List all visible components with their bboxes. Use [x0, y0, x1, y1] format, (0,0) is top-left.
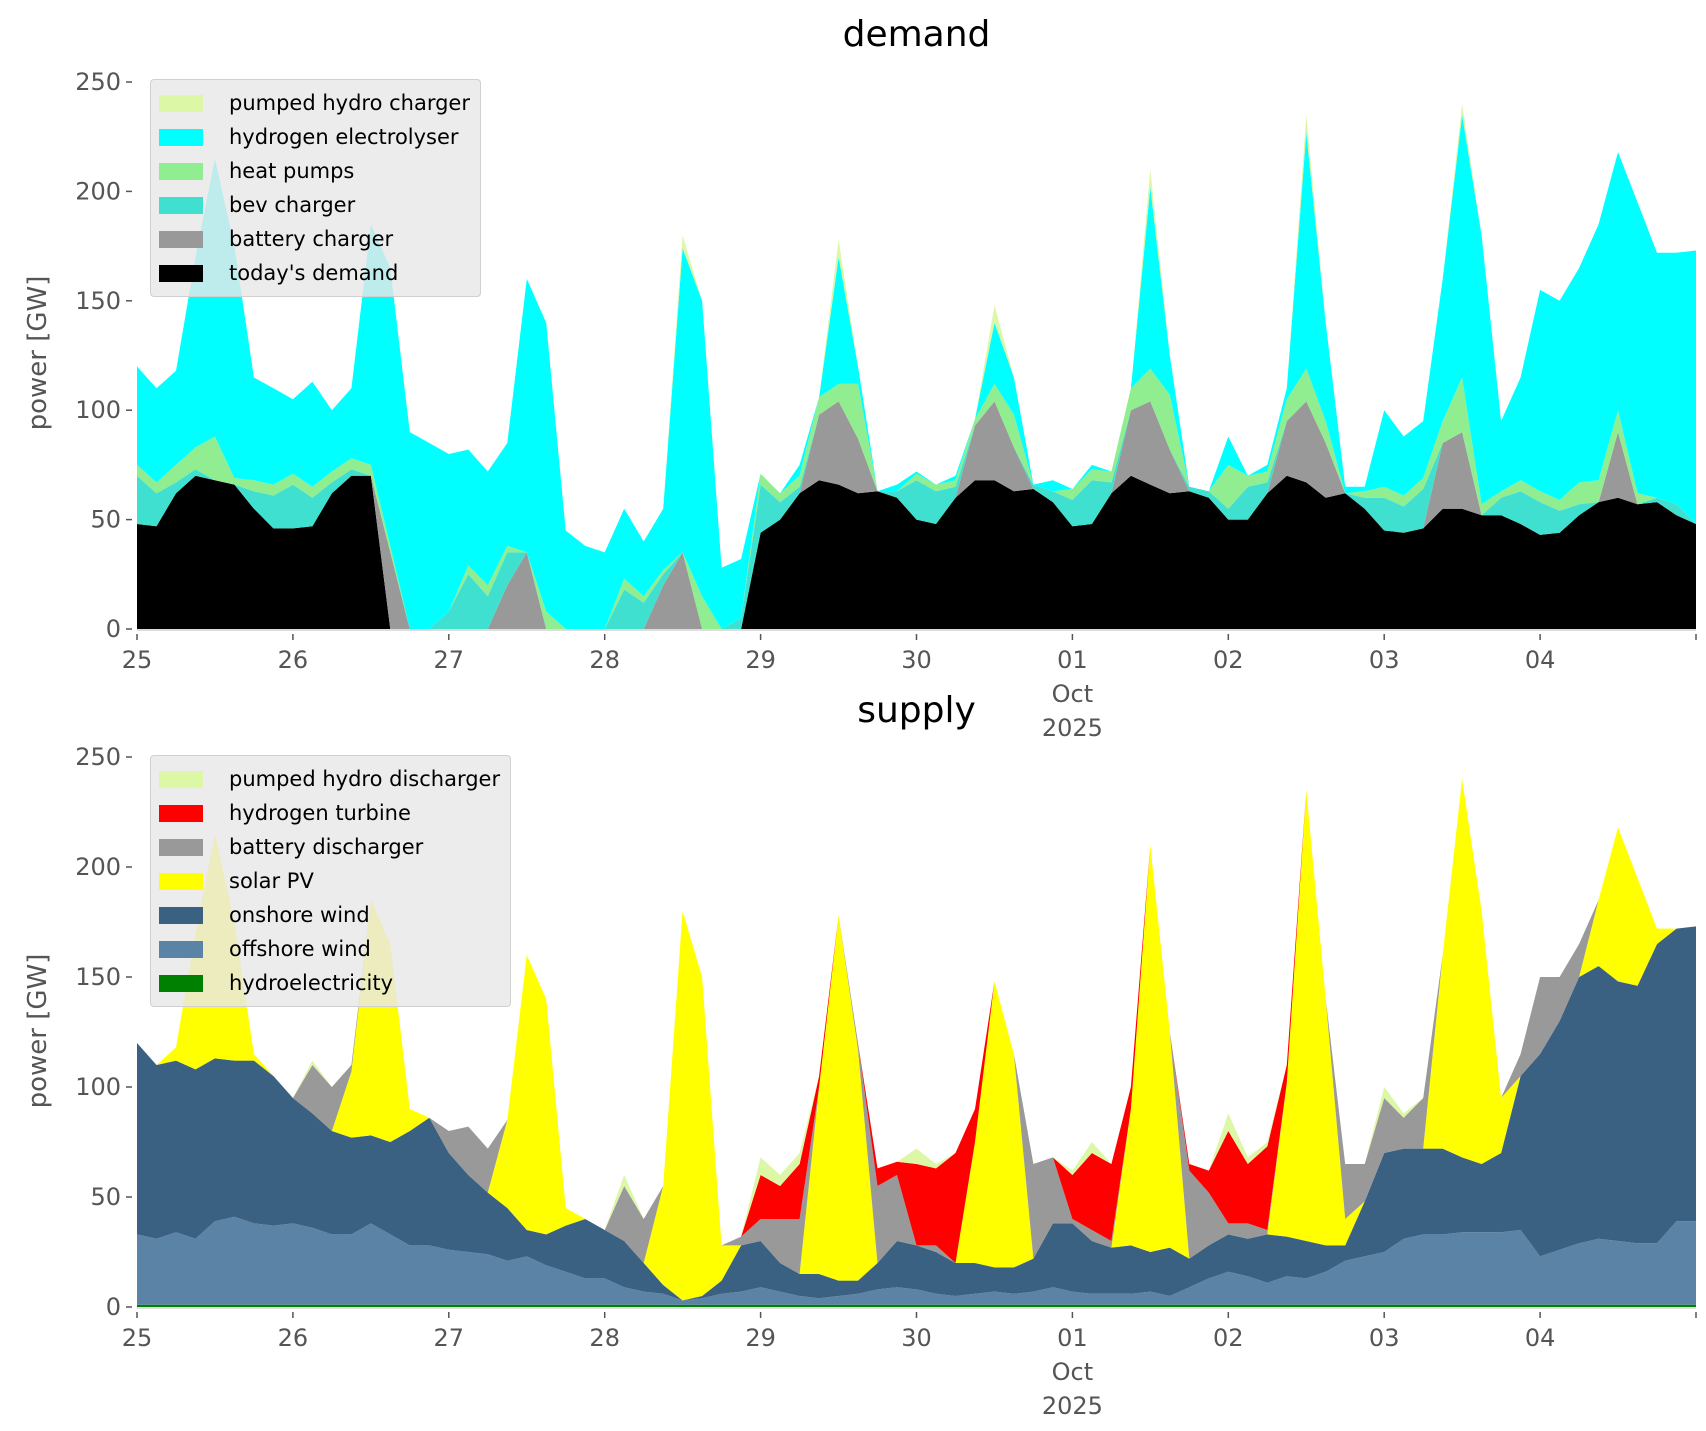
legend-label: heat pumps: [229, 159, 355, 183]
y-tick-label: 150: [75, 287, 121, 315]
legend-label: hydroelectricity: [229, 971, 394, 995]
x-tick-label: 01: [1057, 1324, 1088, 1352]
area-hydroelectricity: [137, 1304, 1696, 1307]
legend-swatch: [159, 940, 203, 958]
y-tick-label: 200: [75, 177, 121, 205]
legend-swatch: [159, 770, 203, 788]
supply-y-axis-label: power [GW]: [23, 953, 53, 1109]
legend-item-offshore-wind: offshore wind: [159, 932, 500, 966]
x-tick-label: 01: [1057, 646, 1088, 674]
legend-item-hydrogen-electrolyser: hydrogen electrolyser: [159, 120, 470, 154]
x-tick-label: 29: [745, 1324, 776, 1352]
supply-chart-title: supply: [857, 690, 976, 731]
area-today-s-demand: [137, 475, 1696, 629]
supply-axes: 0 50 100 150 200 250 25 26 27 28 29 30 01 Oct 2025 02 03…: [75, 743, 1697, 1420]
x-tick-label: 02: [1213, 1324, 1244, 1352]
legend-swatch: [159, 838, 203, 856]
legend-swatch: [159, 94, 203, 112]
x-tick-label: 03: [1369, 1324, 1400, 1352]
legend-item-battery-discharger: battery discharger: [159, 830, 500, 864]
legend-label: offshore wind: [229, 937, 371, 961]
legend-item-bev-charger: bev charger: [159, 188, 470, 222]
legend-item-onshore-wind: onshore wind: [159, 898, 500, 932]
x-tick-label: 26: [278, 646, 309, 674]
legend-label: hydrogen turbine: [229, 801, 411, 825]
y-tick-label: 50: [90, 506, 121, 534]
area-hydrogen-turbine: [137, 779, 1696, 1263]
legend-item-heat-pumps: heat pumps: [159, 154, 470, 188]
legend-label: onshore wind: [229, 903, 370, 927]
area-hydrogen-electrolyser: [137, 114, 1696, 630]
legend-label: pumped hydro discharger: [229, 767, 501, 791]
area-battery-charger: [137, 401, 1696, 629]
legend-item-hydroelectricity: hydroelectricity: [159, 966, 500, 1000]
demand-legend: pumped hydro charger hydrogen electrolys…: [150, 79, 481, 297]
legend-swatch: [159, 196, 203, 214]
legend-swatch: [159, 974, 203, 992]
legend-swatch: [159, 230, 203, 248]
legend-label: solar PV: [229, 869, 314, 893]
y-tick-label: 50: [90, 1183, 121, 1211]
legend-swatch: [159, 128, 203, 146]
legend-swatch: [159, 162, 203, 180]
demand-axes: 0 50 100 150 200 250 25 26 27 28 29 30 01 Oct 2025 02 03…: [75, 68, 1697, 742]
y-tick-label: 100: [75, 396, 121, 424]
y-tick-label: 100: [75, 1073, 121, 1101]
legend-swatch: [159, 804, 203, 822]
y-tick-label: 250: [75, 743, 121, 771]
legend-item-solar-pv: solar PV: [159, 864, 500, 898]
x-tick-label: 03: [1369, 646, 1400, 674]
legend-item-pumped-hydro-discharger: pumped hydro discharger: [159, 762, 500, 796]
x-tick-label: 27: [434, 1324, 465, 1352]
supply-legend: pumped hydro discharger hydrogen turbine…: [150, 755, 512, 1007]
legend-swatch: [159, 906, 203, 924]
x-tick-year-label: 2025: [1042, 714, 1103, 742]
area-bev-charger: [137, 401, 1696, 629]
x-tick-label: 27: [434, 646, 465, 674]
legend-label: battery charger: [229, 227, 394, 251]
demand-y-axis-label: power [GW]: [23, 275, 53, 431]
x-tick-label: 28: [589, 646, 620, 674]
legend-item-battery-charger: battery charger: [159, 222, 470, 256]
x-tick-month-label: Oct: [1052, 680, 1094, 708]
legend-label: today's demand: [229, 261, 399, 285]
x-tick-label: 02: [1213, 646, 1244, 674]
legend-item-hydrogen-turbine: hydrogen turbine: [159, 796, 500, 830]
y-tick-label: 0: [106, 615, 121, 643]
legend-item-pumped-hydro-charger: pumped hydro charger: [159, 86, 470, 120]
area-offshore-wind: [137, 1216, 1696, 1305]
x-tick-label: 30: [901, 1324, 932, 1352]
x-tick-label: 26: [278, 1324, 309, 1352]
legend-label: hydrogen electrolyser: [229, 125, 459, 149]
x-tick-label: 28: [589, 1324, 620, 1352]
y-tick-label: 150: [75, 963, 121, 991]
x-tick-label: 25: [122, 1324, 153, 1352]
legend-label: pumped hydro charger: [229, 91, 470, 115]
x-tick-label: 04: [1525, 646, 1556, 674]
y-tick-label: 0: [106, 1293, 121, 1321]
y-tick-label: 250: [75, 68, 121, 96]
legend-swatch: [159, 872, 203, 890]
legend-label: bev charger: [229, 193, 356, 217]
x-tick-label: 29: [745, 646, 776, 674]
legend-item-todays-demand: today's demand: [159, 256, 470, 290]
y-tick-label: 200: [75, 853, 121, 881]
x-tick-month-label: Oct: [1052, 1358, 1094, 1386]
legend-label: battery discharger: [229, 835, 424, 859]
area-solar-pv: [137, 779, 1696, 1301]
legend-swatch: [159, 264, 203, 282]
demand-chart-title: demand: [842, 14, 991, 55]
x-tick-label: 25: [122, 646, 153, 674]
x-tick-label: 30: [901, 646, 932, 674]
area-pumped-hydro-discharger: [137, 779, 1696, 1246]
x-tick-label: 04: [1525, 1324, 1556, 1352]
x-tick-year-label: 2025: [1042, 1392, 1103, 1420]
